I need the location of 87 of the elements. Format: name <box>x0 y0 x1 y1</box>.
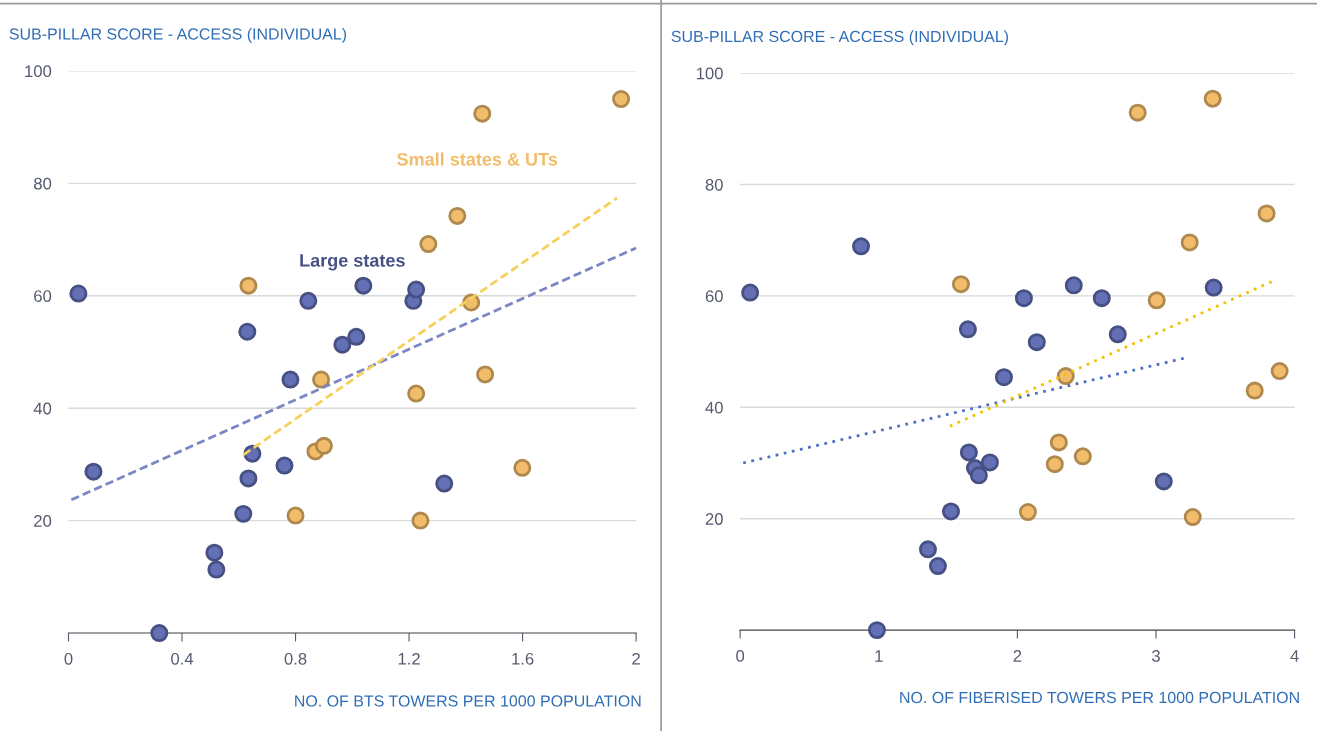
point <box>407 384 426 403</box>
x-tick-label: 1 <box>875 650 883 662</box>
point <box>980 453 999 472</box>
point <box>1147 291 1166 310</box>
x-tick-label: 0.4 <box>171 652 194 665</box>
point <box>958 320 977 339</box>
point <box>312 370 331 389</box>
point <box>1183 508 1202 527</box>
point <box>150 624 169 643</box>
point <box>969 466 988 485</box>
point <box>411 511 430 530</box>
point <box>1056 367 1075 386</box>
series-label: Large states <box>300 254 405 271</box>
point <box>513 458 532 477</box>
point <box>407 280 426 299</box>
x-tick-label: 0 <box>64 652 73 665</box>
x-tick-label: 4 <box>1290 650 1299 662</box>
y-tick-label: 80 <box>705 178 723 191</box>
point <box>1018 503 1037 522</box>
point <box>1154 472 1173 491</box>
point <box>959 443 978 462</box>
y-tick-label: 80 <box>34 177 52 190</box>
x-tick-label: 1.2 <box>398 652 420 665</box>
y-axis-title: SUB-PILLAR SCORE - ACCESS (INDIVIDUAL) <box>9 27 347 43</box>
point <box>1204 278 1223 297</box>
point <box>419 235 438 254</box>
point <box>435 474 454 493</box>
point <box>1014 289 1033 308</box>
point <box>84 462 103 481</box>
point <box>1245 381 1264 400</box>
point <box>347 327 366 346</box>
point <box>1270 362 1289 381</box>
point <box>207 560 226 579</box>
y-tick-label: 20 <box>34 515 52 527</box>
y-tick-label: 60 <box>705 290 723 303</box>
y-axis-title: SUB-PILLAR SCORE - ACCESS (INDIVIDUAL) <box>671 30 1009 46</box>
point <box>286 506 305 525</box>
point <box>354 276 373 295</box>
point <box>473 104 492 123</box>
point <box>1128 103 1147 122</box>
x-axis-title: NO. OF FIBERISED TOWERS PER 1000 POPULATION <box>900 691 1299 704</box>
point <box>928 557 947 576</box>
y-tick-label: 40 <box>705 401 723 414</box>
point <box>314 436 333 455</box>
point <box>1203 89 1222 108</box>
point <box>1073 447 1092 466</box>
point <box>852 237 871 256</box>
y-tick-label: 60 <box>34 290 52 302</box>
point <box>205 543 224 562</box>
y-tick-label: 100 <box>696 67 723 80</box>
x-tick-label: 1.6 <box>512 652 534 665</box>
point <box>476 365 495 384</box>
point <box>275 456 294 475</box>
x-tick-label: 0.8 <box>284 652 307 665</box>
y-tick-label: 20 <box>705 513 723 525</box>
y-tick-label: 40 <box>33 402 52 415</box>
point <box>994 368 1013 387</box>
x-tick-label: 2 <box>1013 650 1022 662</box>
point <box>1049 433 1068 452</box>
point <box>951 275 970 294</box>
point <box>281 370 300 389</box>
point <box>1027 333 1046 352</box>
point <box>448 206 467 225</box>
point <box>333 335 352 354</box>
point <box>612 90 631 109</box>
point <box>941 502 960 521</box>
point <box>239 276 258 295</box>
point <box>238 322 257 341</box>
point <box>234 504 253 523</box>
point <box>1180 233 1199 252</box>
x-tick-label: 0 <box>736 650 745 662</box>
x-tick-label: 3 <box>1152 650 1160 662</box>
point <box>1045 455 1064 474</box>
text: Small states & UTs <box>397 152 558 166</box>
point <box>867 621 886 640</box>
point <box>1108 325 1127 344</box>
x-tick-label: 2 <box>632 652 640 665</box>
x-axis-title: NO. OF BTS TOWERS PER 1000 POPULATION <box>295 695 641 707</box>
point <box>69 284 88 303</box>
point <box>741 283 760 302</box>
point <box>1064 276 1083 295</box>
point <box>239 469 258 488</box>
point <box>1257 204 1276 223</box>
point <box>918 540 937 559</box>
y-tick-label: 100 <box>25 65 52 78</box>
point <box>299 291 318 310</box>
point <box>1092 289 1111 308</box>
